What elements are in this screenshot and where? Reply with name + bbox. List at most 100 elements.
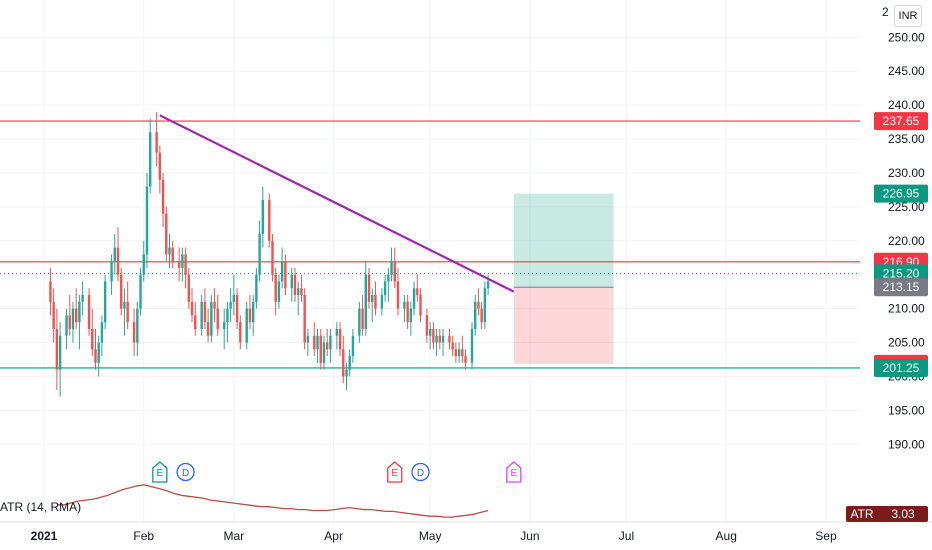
candle-body[interactable] [239,322,242,343]
candle-body[interactable] [486,281,490,289]
candle-body[interactable] [120,274,123,309]
candle-body[interactable] [155,132,158,153]
candle-body[interactable] [206,322,210,336]
candle-body[interactable] [271,240,274,275]
candle-body[interactable] [380,295,384,309]
candle-body[interactable] [132,322,136,343]
candle-body[interactable] [290,274,293,289]
candle-body[interactable] [441,335,445,343]
candle-body[interactable] [284,261,287,289]
trendline[interactable] [159,114,515,293]
earnings-icon[interactable] [387,461,403,483]
candle-body[interactable] [432,328,435,343]
candle-body[interactable] [158,152,162,180]
earnings-icon[interactable] [506,461,522,483]
candle-body[interactable] [203,301,207,323]
candle-body[interactable] [425,315,429,336]
candle-body[interactable] [325,342,329,350]
candle-body[interactable] [454,349,458,357]
candle-body[interactable] [216,308,219,329]
candle-body[interactable] [409,308,413,323]
candle-body[interactable] [313,335,316,350]
candle-body[interactable] [123,301,126,309]
candle-body[interactable] [187,274,191,302]
candle-body[interactable] [78,301,81,323]
candle-body[interactable] [139,274,142,309]
candle-body[interactable] [116,247,120,275]
candle-body[interactable] [165,213,168,255]
candle-body[interactable] [335,328,339,336]
candle-body[interactable] [142,254,145,275]
candle-body[interactable] [184,254,187,275]
candle-body[interactable] [261,200,265,234]
candle-body[interactable] [226,308,229,323]
candle-body[interactable] [293,274,297,296]
dividend-icon[interactable] [176,462,195,482]
candle-body[interactable] [49,281,52,302]
candle-body[interactable] [342,349,345,377]
candle-body[interactable] [367,274,371,302]
candle-body[interactable] [55,328,59,370]
candle-body[interactable] [387,274,390,282]
trendline-line[interactable] [159,114,515,293]
candle-body[interactable] [58,335,62,370]
candle-body[interactable] [274,274,277,302]
candle-body[interactable] [161,179,165,214]
candle-body[interactable] [280,261,284,282]
candle-body[interactable] [245,308,248,343]
earnings-icon[interactable] [152,461,168,483]
candle-body[interactable] [258,234,261,275]
candle-body[interactable] [110,261,113,282]
candle-body[interactable] [470,328,474,363]
candle-body[interactable] [364,274,367,329]
candle-body[interactable] [383,281,387,296]
candle-body[interactable] [190,301,194,316]
candle-body[interactable] [223,322,226,329]
candle-body[interactable] [358,308,361,336]
dividend-icon[interactable] [411,462,430,482]
candle-body[interactable] [403,301,406,309]
dividend-marker[interactable]: D [411,462,430,482]
candle-body[interactable] [316,335,319,350]
candle-body[interactable] [65,315,68,336]
stop-zone[interactable] [513,287,614,364]
candle-body[interactable] [451,342,454,350]
candle-body[interactable] [145,186,149,255]
candle-body[interactable] [74,308,78,323]
candle-body[interactable] [297,288,300,296]
candle-body[interactable] [329,335,332,350]
candle-body[interactable] [396,281,400,309]
candle-body[interactable] [181,254,184,268]
candle-body[interactable] [277,281,281,302]
candle-body[interactable] [81,295,84,302]
candle-body[interactable] [213,301,216,309]
candle-body[interactable] [416,288,419,296]
candle-body[interactable] [268,200,271,241]
candle-body[interactable] [68,315,71,329]
candle-body[interactable] [371,295,374,302]
earnings-marker[interactable]: E [152,461,168,483]
dividend-marker[interactable]: D [176,462,195,482]
position-zones[interactable] [513,193,614,364]
candle-body[interactable] [232,295,236,302]
candles[interactable] [49,111,490,397]
candle-body[interactable] [91,328,94,350]
candle-body[interactable] [428,328,432,336]
candle-body[interactable] [148,132,152,187]
earnings-marker[interactable]: E [506,461,522,483]
candle-body[interactable] [406,301,409,323]
candle-body[interactable] [210,301,213,336]
candle-body[interactable] [303,295,306,343]
candle-body[interactable] [419,295,422,316]
candle-body[interactable] [168,247,171,255]
candle-body[interactable] [348,356,351,370]
candle-body[interactable] [457,349,461,357]
candle-body[interactable] [248,308,252,323]
candle-body[interactable] [177,261,181,268]
candle-body[interactable] [351,335,355,357]
candle-body[interactable] [100,322,104,343]
candle-body[interactable] [171,247,174,262]
candle-body[interactable] [412,288,416,309]
